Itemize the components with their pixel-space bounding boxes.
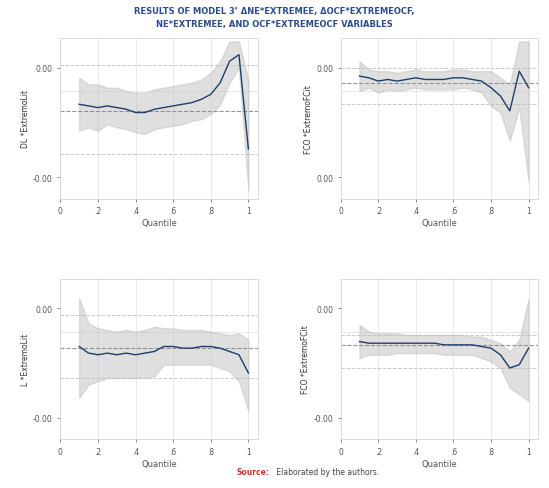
Y-axis label: DL *ExtremoLit: DL *ExtremoLit bbox=[21, 90, 30, 148]
X-axis label: Quantile: Quantile bbox=[141, 459, 177, 468]
Text: RESULTS OF MODEL 3’ ΔNE*EXTREMEE, ΔOCF*EXTREMEOCF,: RESULTS OF MODEL 3’ ΔNE*EXTREMEE, ΔOCF*E… bbox=[135, 7, 414, 16]
Text: Elaborated by the authors.: Elaborated by the authors. bbox=[274, 467, 380, 476]
Y-axis label: L *ExtremoLit: L *ExtremoLit bbox=[21, 333, 30, 385]
X-axis label: Quantile: Quantile bbox=[422, 459, 457, 468]
Y-axis label: FCO *ExtremoFCit: FCO *ExtremoFCit bbox=[301, 325, 311, 393]
X-axis label: Quantile: Quantile bbox=[422, 219, 457, 227]
Text: Source:: Source: bbox=[236, 467, 269, 476]
Y-axis label: FCO *ExtremoFCit: FCO *ExtremoFCit bbox=[304, 85, 313, 153]
Text: NE*EXTREMEE, AND OCF*EXTREMEOCF VARIABLES: NE*EXTREMEE, AND OCF*EXTREMEOCF VARIABLE… bbox=[156, 20, 393, 28]
X-axis label: Quantile: Quantile bbox=[141, 219, 177, 227]
